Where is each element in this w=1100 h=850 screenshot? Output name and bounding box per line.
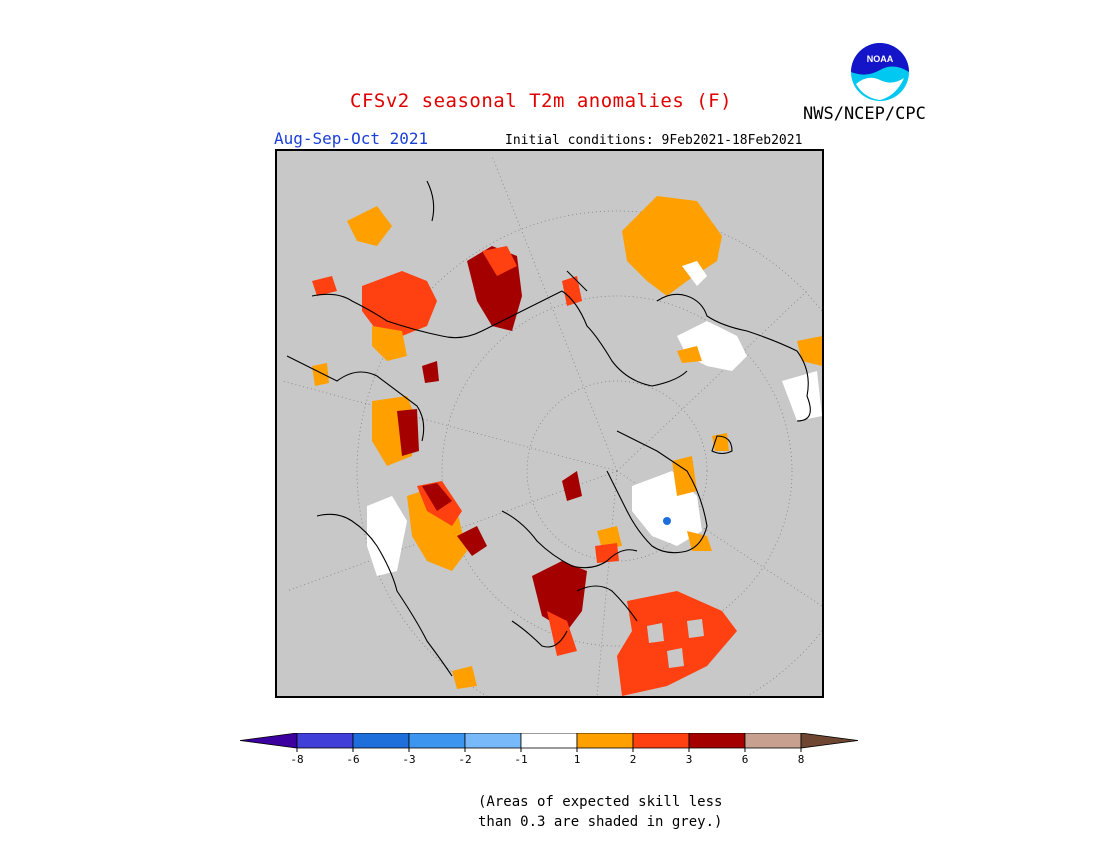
colorbar-bin — [296, 733, 354, 749]
patch-west-orange — [347, 206, 392, 246]
colorbar-bin — [520, 733, 578, 749]
noaa-logo: NOAA — [849, 41, 911, 103]
skill-note-line1: (Areas of expected skill less — [478, 794, 723, 810]
colorbar: -8 -6 -3 -2 -1 1 2 3 6 8 — [240, 733, 859, 766]
chart-title: CFSv2 seasonal T2m anomalies (F) — [350, 90, 733, 112]
patch-canada — [532, 561, 587, 631]
logo-text: NOAA — [867, 54, 894, 64]
patch-north-atlantic — [617, 591, 737, 696]
patch-far-east-white — [782, 371, 822, 421]
patch-alaska-orange — [677, 346, 702, 363]
patch-arctic-red — [562, 471, 582, 501]
colorbar-bin — [688, 733, 746, 749]
colorbar-tick-label: 3 — [686, 753, 693, 766]
colorbar-tick-label: -6 — [346, 753, 359, 766]
colorbar-bin — [800, 733, 859, 749]
patch-east-siberia-white — [682, 261, 707, 286]
coastlines — [286, 180, 811, 677]
patch-central-asia-red — [397, 409, 419, 456]
colorbar-bin — [576, 733, 634, 749]
patch-greenland-orange — [672, 456, 697, 496]
patch-north-atlantic-grey-2 — [667, 648, 684, 668]
patch-middle-east — [422, 361, 439, 383]
patch-east-siberia — [622, 196, 722, 296]
colorbar-tick-label: -8 — [290, 753, 303, 766]
patch-west-red — [312, 276, 337, 296]
patch-nw-america-white — [367, 496, 407, 576]
patch-eastern-europe — [362, 271, 437, 336]
skill-note-line2: than 0.3 are shaded in grey.) — [478, 814, 723, 830]
patch-nw-america-darkred — [422, 483, 452, 511]
patch-far-east-orange — [797, 336, 822, 366]
colorbar-tick-label: 6 — [742, 753, 749, 766]
colorbar-tick-label: -3 — [402, 753, 415, 766]
patch-pacific-red — [457, 526, 487, 556]
patch-sw-orange — [452, 666, 477, 689]
colorbar-bin — [240, 733, 298, 749]
colorbar-bin — [352, 733, 410, 749]
patch-north-atlantic-grey-3 — [687, 619, 704, 638]
colorbar-bin — [744, 733, 802, 749]
colorbar-tick-label: -1 — [514, 753, 527, 766]
patch-kazakh — [312, 363, 329, 386]
patch-baffin — [595, 543, 619, 563]
patch-eastern-europe-orange — [372, 326, 407, 361]
colorbar-bin — [632, 733, 690, 749]
patch-north-atlantic-grey-1 — [647, 623, 664, 643]
colorbar-tick-label: 1 — [574, 753, 581, 766]
colorbar-tick-label: -2 — [458, 753, 471, 766]
colorbar-bin — [464, 733, 522, 749]
patch-kola — [562, 276, 582, 306]
initial-conditions-label: Initial conditions: 9Feb2021-18Feb2021 — [505, 133, 803, 148]
patch-barents-red — [482, 246, 517, 276]
polar-map — [281, 155, 822, 696]
patch-canada-red — [547, 611, 577, 656]
colorbar-bin — [408, 733, 466, 749]
map-panel — [275, 149, 824, 698]
patch-greenland-blue — [663, 517, 671, 525]
anomaly-patches — [312, 196, 822, 696]
colorbar-tick-label: 8 — [798, 753, 805, 766]
colorbar-tick-label: 2 — [630, 753, 637, 766]
agency-label: NWS/NCEP/CPC — [803, 104, 926, 124]
patch-greenland-south — [687, 531, 712, 551]
skill-note: (Areas of expected skill less than 0.3 a… — [478, 792, 722, 832]
season-label: Aug-Sep-Oct 2021 — [274, 129, 429, 148]
